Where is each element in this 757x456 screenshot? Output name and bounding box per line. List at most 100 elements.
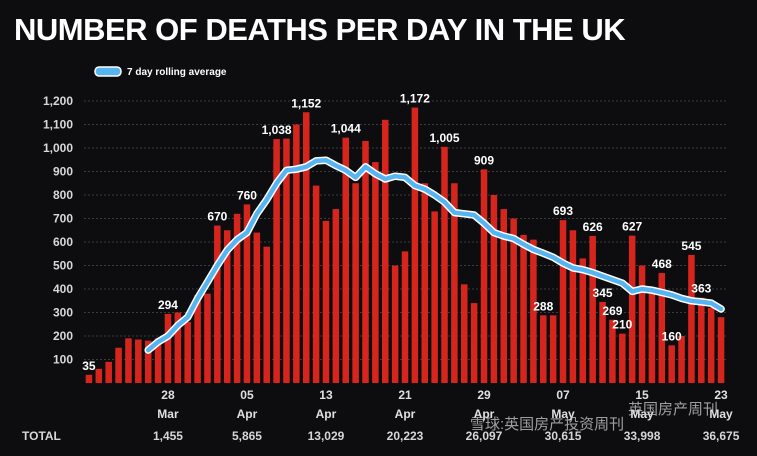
bar-value-label: 35 [82, 359, 96, 373]
y-tick-label: 800 [53, 188, 73, 202]
bar-value-label: 1,044 [331, 122, 361, 136]
chart-title: NUMBER OF DEATHS PER DAY IN THE UK [14, 12, 626, 47]
bar [609, 319, 616, 383]
y-tick-label: 1,100 [43, 118, 73, 132]
bar [85, 374, 93, 383]
y-axis-tick-labels: 100 200 300 400 500 600 700 800 900 1,000 1,100 1,2… [43, 94, 73, 367]
bar [688, 254, 695, 383]
bar-value-label: 1,172 [400, 92, 430, 106]
bar [401, 251, 409, 383]
y-tick-label: 100 [53, 353, 73, 367]
x-tick-day: 15 [635, 388, 649, 402]
bar [648, 289, 656, 383]
bar-value-labels: 35 294 670 760 1,038 1,152 1,044 1,172 1,005 909 2… [82, 92, 711, 373]
bar [362, 140, 369, 383]
y-tick-label: 500 [53, 259, 73, 273]
bars [85, 107, 725, 384]
bar-value-label: 693 [553, 204, 573, 218]
bar [332, 209, 340, 383]
bar-value-label: 288 [533, 299, 553, 313]
x-tick-month: May [551, 407, 575, 421]
bar [470, 303, 478, 383]
bar [451, 183, 458, 383]
bar-value-label: 345 [593, 286, 613, 300]
bar-value-label: 909 [474, 153, 494, 167]
total-value: 26,097 [466, 429, 503, 443]
rolling-average-line [145, 157, 724, 353]
bar [658, 273, 666, 383]
bar [698, 297, 705, 383]
y-tick-label: 700 [53, 212, 73, 226]
bar-value-label: 363 [691, 282, 711, 296]
bar-value-label: 760 [237, 188, 257, 202]
bar [490, 195, 498, 383]
total-value: 1,455 [153, 429, 183, 443]
bar [115, 347, 122, 383]
legend-label: 7 day rolling average [127, 67, 227, 78]
bar [461, 284, 468, 383]
bar [628, 235, 636, 383]
y-tick-label: 1,200 [43, 94, 73, 108]
x-tick-month: Apr [395, 407, 416, 421]
total-value: 20,223 [387, 429, 424, 443]
bar-value-label: 160 [662, 329, 682, 343]
bar [678, 336, 685, 383]
bar [707, 307, 715, 383]
totals-row: TOTAL 1,455 5,865 13,029 20,223 26,097 30,615 3… [22, 429, 740, 443]
x-tick-month: Apr [474, 407, 495, 421]
bar [302, 112, 310, 383]
bar [717, 317, 725, 383]
bar [144, 340, 152, 383]
bar [184, 321, 191, 383]
bar [381, 119, 389, 384]
bar [125, 338, 132, 383]
bar [283, 138, 290, 383]
bar [273, 139, 280, 383]
x-tick-day: 07 [556, 388, 570, 402]
bar [500, 209, 508, 383]
totals-label: TOTAL [22, 429, 61, 443]
bar [164, 313, 172, 383]
bar-value-label: 294 [158, 298, 178, 312]
total-value: 13,029 [308, 429, 345, 443]
bar [520, 234, 527, 383]
bar [589, 235, 596, 383]
bar [668, 345, 675, 383]
x-tick-month: Apr [237, 407, 258, 421]
bar [135, 339, 142, 383]
bar-value-label: 545 [681, 239, 701, 253]
y-tick-label: 900 [53, 165, 73, 179]
y-tick-label: 400 [53, 282, 73, 296]
bar [233, 213, 241, 383]
bar-value-label: 626 [583, 220, 603, 234]
x-tick-day: 29 [477, 388, 491, 402]
bar [293, 124, 300, 383]
total-value: 36,675 [703, 429, 740, 443]
bar [105, 361, 112, 383]
x-tick-day: 13 [319, 388, 333, 402]
legend-swatch [94, 66, 122, 77]
bar [549, 315, 557, 383]
bar [322, 220, 330, 383]
bar [372, 162, 379, 383]
bar [480, 169, 488, 383]
legend: 7 day rolling average [94, 66, 227, 78]
bar [431, 211, 438, 383]
rolling-average-line-group [144, 156, 725, 354]
total-value: 5,865 [232, 429, 262, 443]
x-tick-month: May [709, 407, 733, 421]
bar [530, 239, 537, 383]
x-tick-day: 28 [161, 388, 175, 402]
bar-value-label: 210 [612, 318, 632, 332]
x-tick-month: Apr [316, 407, 337, 421]
bar [352, 183, 359, 383]
bar [579, 258, 587, 383]
bar [421, 183, 429, 383]
bar [243, 204, 251, 383]
bar [569, 230, 577, 383]
bar [638, 265, 646, 383]
x-tick-day: 05 [240, 388, 254, 402]
